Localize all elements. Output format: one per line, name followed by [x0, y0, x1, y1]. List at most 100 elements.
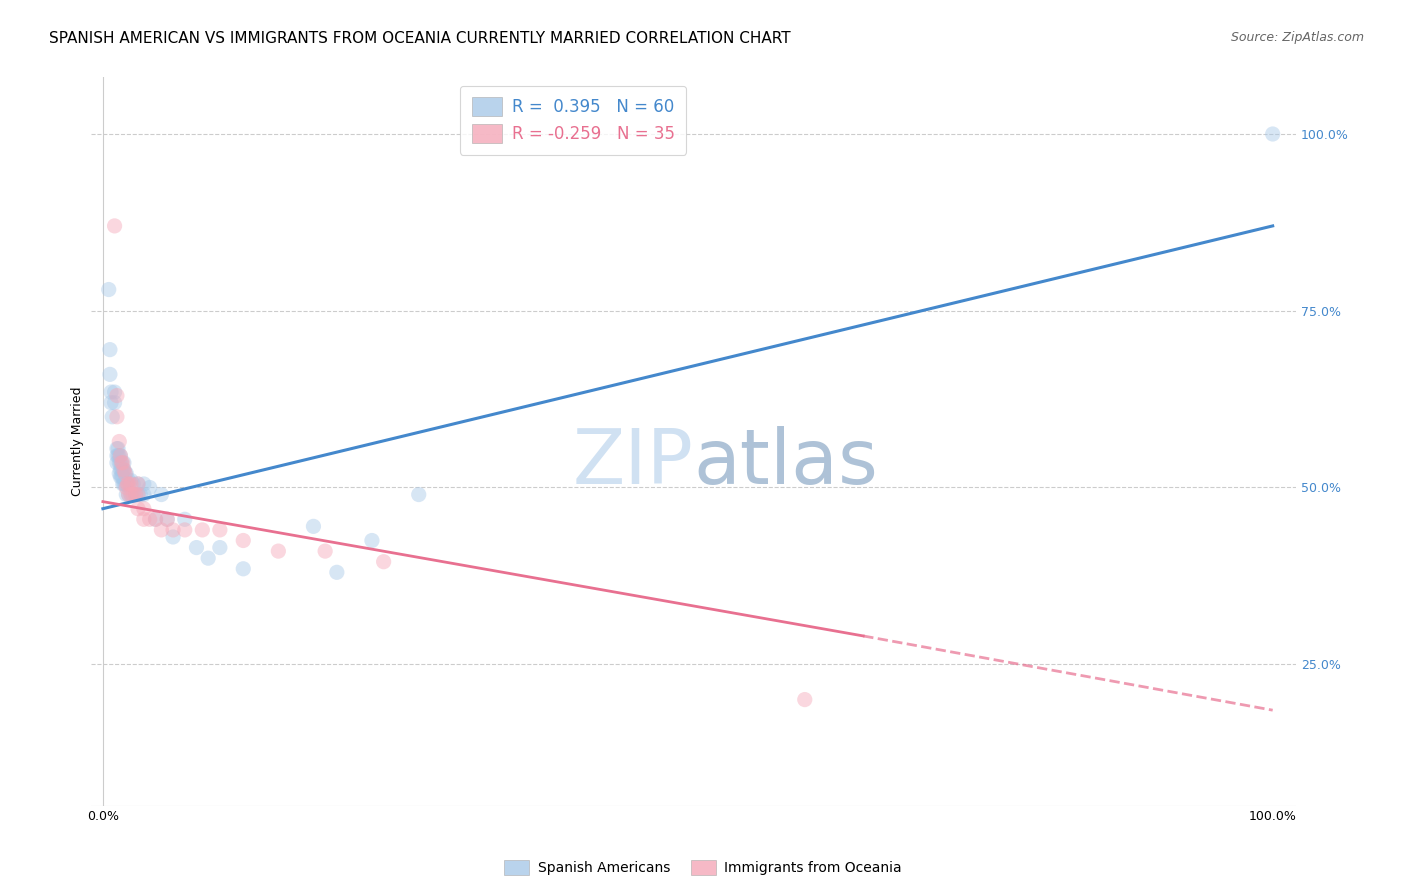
Y-axis label: Currently Married: Currently Married	[72, 387, 84, 496]
Text: ZIP: ZIP	[572, 426, 693, 500]
Point	[108, 456, 131, 470]
Point	[98, 343, 121, 357]
Text: SPANISH AMERICAN VS IMMIGRANTS FROM OCEANIA CURRENTLY MARRIED CORRELATION CHART: SPANISH AMERICAN VS IMMIGRANTS FROM OCEA…	[49, 31, 790, 46]
Point	[108, 467, 131, 481]
Point	[110, 449, 132, 463]
Point	[408, 487, 430, 501]
Point	[98, 368, 121, 382]
Point	[117, 477, 139, 491]
Point	[173, 523, 195, 537]
Point	[132, 501, 155, 516]
Point	[120, 487, 142, 501]
Point	[124, 487, 146, 501]
Point	[173, 512, 195, 526]
Point	[114, 467, 136, 481]
Point	[150, 523, 173, 537]
Point	[186, 541, 208, 555]
Point	[232, 533, 254, 548]
Point	[1261, 127, 1284, 141]
Point	[110, 456, 132, 470]
Text: atlas: atlas	[693, 426, 879, 500]
Point	[110, 470, 132, 484]
Point	[156, 512, 179, 526]
Point	[112, 477, 135, 491]
Point	[127, 501, 149, 516]
Point	[101, 409, 124, 424]
Point	[132, 477, 155, 491]
Point	[127, 487, 149, 501]
Point	[105, 409, 128, 424]
Point	[127, 477, 149, 491]
Point	[122, 487, 145, 501]
Point	[105, 442, 128, 456]
Point	[103, 385, 125, 400]
Point	[115, 477, 138, 491]
Point	[114, 467, 136, 481]
Point	[302, 519, 325, 533]
Legend: Spanish Americans, Immigrants from Oceania: Spanish Americans, Immigrants from Ocean…	[499, 855, 907, 880]
Point	[108, 434, 131, 449]
Legend: R =  0.395   N = 60, R = -0.259   N = 35: R = 0.395 N = 60, R = -0.259 N = 35	[460, 86, 686, 155]
Point	[120, 477, 142, 491]
Point	[145, 512, 167, 526]
Point	[111, 477, 134, 491]
Point	[97, 283, 120, 297]
Point	[326, 566, 349, 580]
Point	[267, 544, 290, 558]
Point	[793, 692, 815, 706]
Point	[129, 487, 152, 501]
Point	[114, 477, 136, 491]
Point	[162, 523, 184, 537]
Point	[107, 449, 129, 463]
Point	[105, 449, 128, 463]
Point	[100, 395, 122, 409]
Point	[132, 512, 155, 526]
Point	[105, 388, 128, 402]
Point	[103, 395, 125, 409]
Point	[115, 487, 138, 501]
Point	[145, 512, 167, 526]
Point	[132, 487, 155, 501]
Point	[110, 449, 132, 463]
Point	[314, 544, 336, 558]
Point	[110, 456, 132, 470]
Point	[127, 477, 149, 491]
Point	[208, 541, 231, 555]
Point	[111, 470, 134, 484]
Point	[208, 523, 231, 537]
Point	[127, 487, 149, 501]
Point	[115, 467, 138, 481]
Point	[191, 523, 214, 537]
Text: Source: ZipAtlas.com: Source: ZipAtlas.com	[1230, 31, 1364, 45]
Point	[117, 477, 139, 491]
Point	[120, 474, 142, 488]
Point	[122, 477, 145, 491]
Point	[110, 470, 132, 484]
Point	[115, 481, 138, 495]
Point	[156, 512, 179, 526]
Point	[105, 456, 128, 470]
Point	[110, 463, 132, 477]
Point	[361, 533, 384, 548]
Point	[112, 463, 135, 477]
Point	[197, 551, 219, 566]
Point	[111, 463, 134, 477]
Point	[124, 487, 146, 501]
Point	[103, 219, 125, 233]
Point	[108, 449, 131, 463]
Point	[150, 487, 173, 501]
Point	[138, 481, 160, 495]
Point	[100, 385, 122, 400]
Point	[117, 474, 139, 488]
Point	[232, 562, 254, 576]
Point	[120, 487, 142, 501]
Point	[117, 487, 139, 501]
Point	[112, 456, 135, 470]
Point	[373, 555, 395, 569]
Point	[138, 512, 160, 526]
Point	[110, 456, 132, 470]
Point	[110, 463, 132, 477]
Point	[107, 442, 129, 456]
Point	[112, 463, 135, 477]
Point	[111, 456, 134, 470]
